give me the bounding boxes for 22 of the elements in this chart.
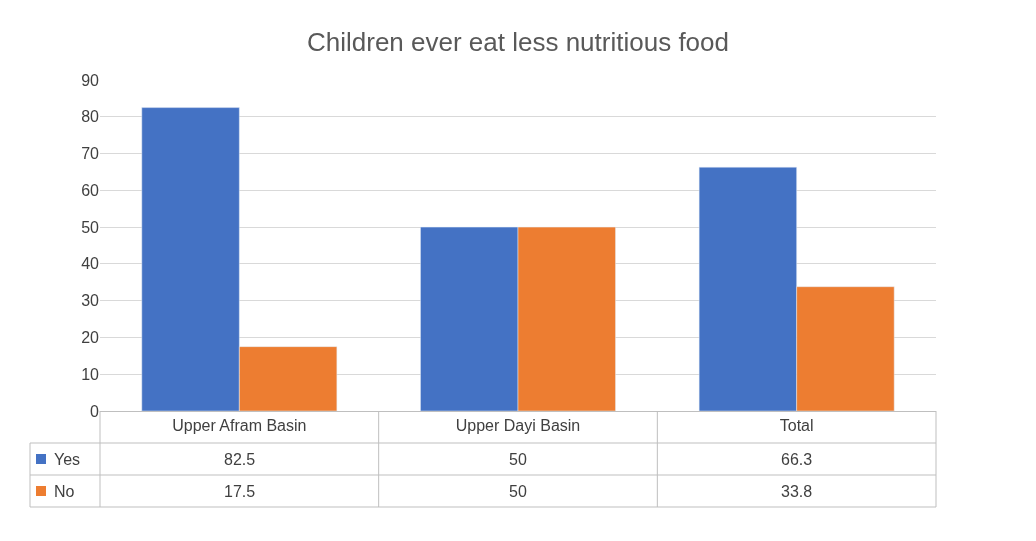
legend-label: Yes xyxy=(54,451,81,468)
y-tick-label: 10 xyxy=(81,365,100,383)
data-label: 82.5 xyxy=(224,451,256,468)
data-label: 66.3 xyxy=(781,451,813,468)
y-tick-label: 50 xyxy=(81,218,100,236)
data-label: 17.5 xyxy=(224,483,256,500)
legend-label: No xyxy=(54,483,75,500)
y-tick-label: 60 xyxy=(81,181,100,199)
y-tick-label: 70 xyxy=(81,145,100,163)
x-tick-label: Total xyxy=(779,417,814,435)
data-label: 33.8 xyxy=(781,483,813,500)
chart-title: Children ever eat less nutritious food xyxy=(306,26,730,57)
data-label: 50 xyxy=(509,451,527,468)
y-tick-label: 20 xyxy=(81,329,100,347)
y-tick-label: 80 xyxy=(81,108,100,126)
y-tick-label: 0 xyxy=(90,402,100,420)
y-tick-label: 40 xyxy=(81,255,100,273)
x-tick-label: Upper Dayi Basin xyxy=(455,417,581,435)
x-tick-label: Upper Afram Basin xyxy=(172,417,307,435)
y-tick-label: 30 xyxy=(81,292,100,310)
data-label: 50 xyxy=(509,483,527,500)
y-tick-label: 90 xyxy=(81,71,100,89)
